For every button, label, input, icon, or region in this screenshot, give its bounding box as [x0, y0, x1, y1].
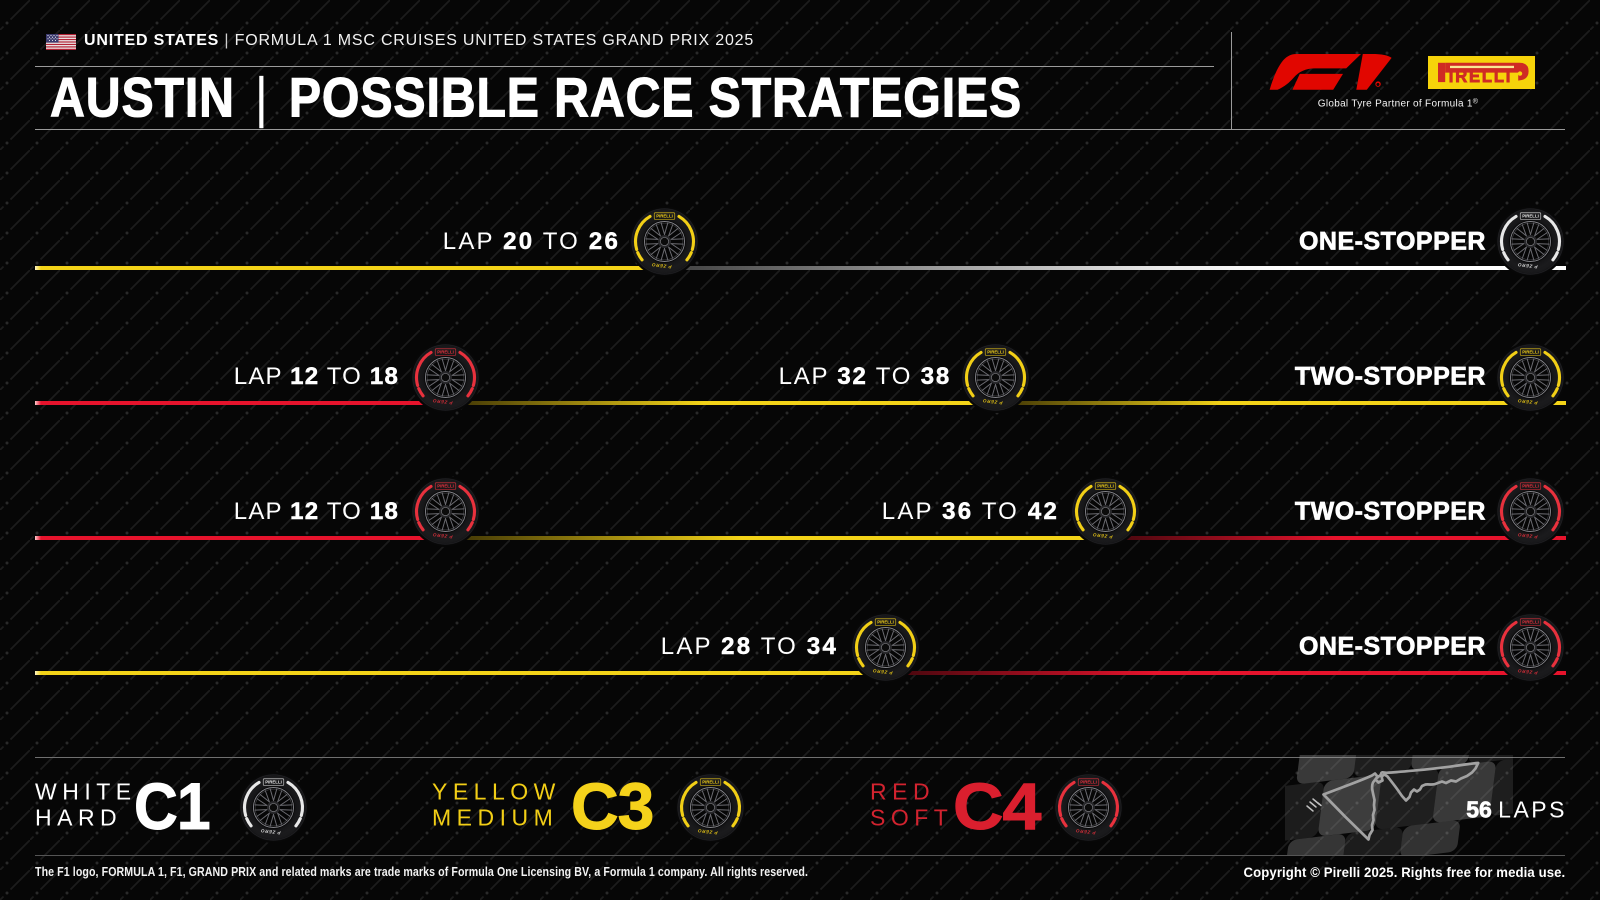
svg-text:IRELLI: IRELLI [1449, 65, 1512, 86]
